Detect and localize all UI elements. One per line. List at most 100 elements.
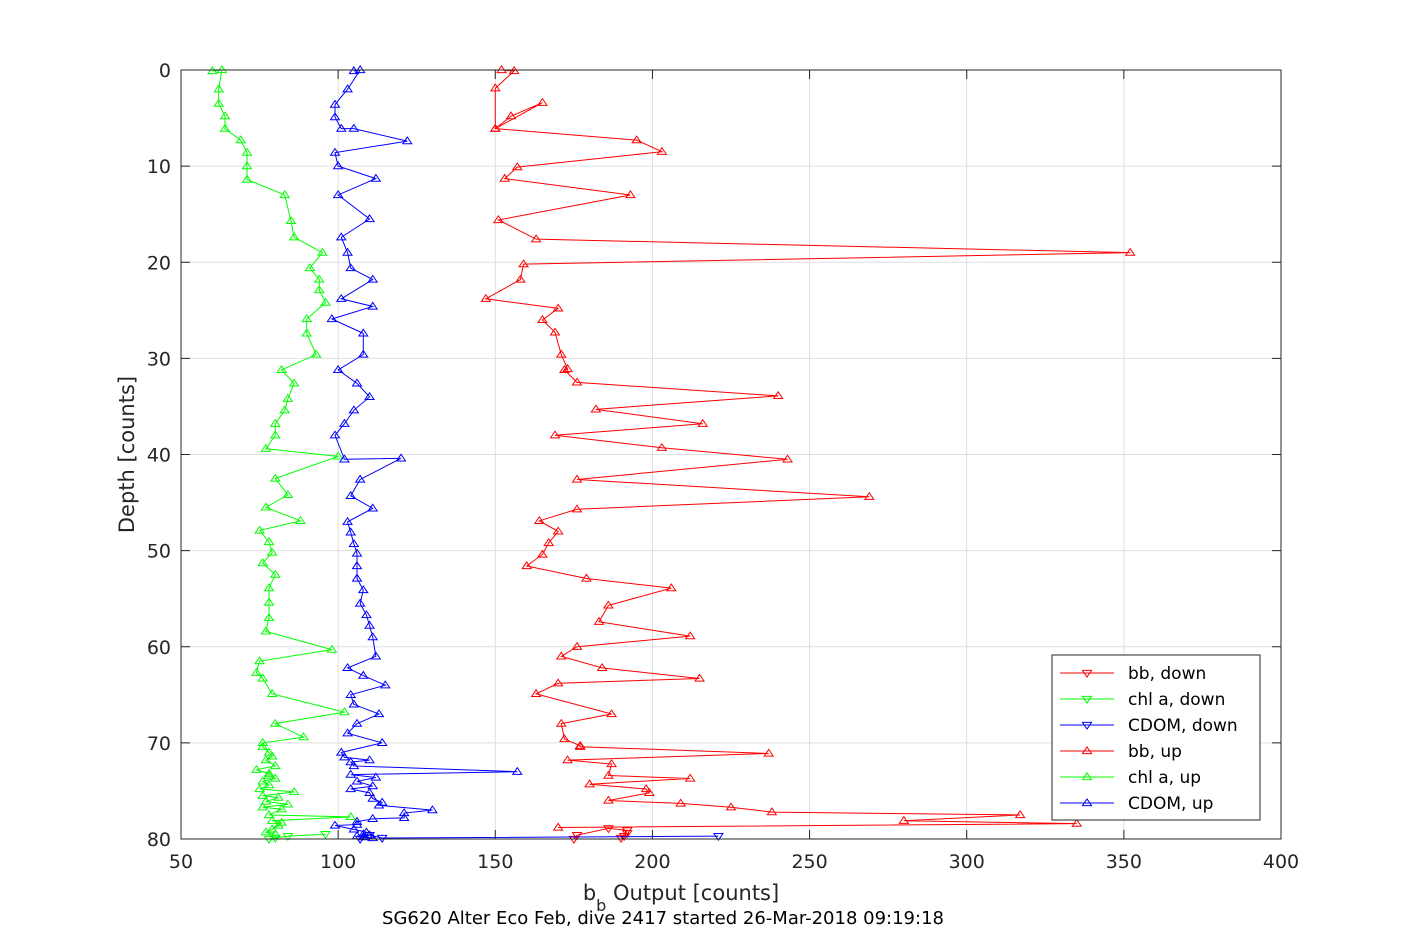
data-point xyxy=(521,561,533,570)
data-point xyxy=(590,404,602,413)
data-point xyxy=(260,626,272,635)
x-tick-label: 300 xyxy=(949,851,985,873)
data-point xyxy=(345,689,357,698)
data-point xyxy=(219,111,231,120)
data-point xyxy=(301,328,313,337)
legend-label: bb, down xyxy=(1128,664,1206,684)
data-point xyxy=(580,573,592,582)
data-point xyxy=(571,832,583,841)
data-point xyxy=(395,453,407,462)
data-point xyxy=(354,474,366,483)
data-point xyxy=(348,760,360,770)
data-point xyxy=(213,84,225,93)
data-point xyxy=(480,293,492,302)
data-point xyxy=(351,378,363,387)
data-point xyxy=(643,787,655,796)
data-point xyxy=(606,759,618,768)
data-point xyxy=(260,755,272,764)
data-point xyxy=(370,772,382,781)
data-point xyxy=(398,812,410,821)
data-point xyxy=(313,285,325,294)
data-point xyxy=(263,780,275,789)
data-point xyxy=(326,644,338,653)
data-point xyxy=(571,474,583,483)
data-point xyxy=(624,190,636,199)
data-point xyxy=(269,569,281,578)
data-point xyxy=(345,784,357,793)
x-tick-label: 350 xyxy=(1106,851,1142,873)
data-point xyxy=(241,147,253,156)
data-point xyxy=(285,215,297,225)
data-point xyxy=(357,585,369,594)
data-point xyxy=(276,804,288,813)
data-point xyxy=(351,561,363,570)
legend-marker xyxy=(1081,772,1093,781)
data-point xyxy=(279,190,291,199)
data-point xyxy=(263,583,275,592)
data-point xyxy=(530,234,542,243)
x-tick-label: 100 xyxy=(320,851,356,873)
series-cdom-up xyxy=(326,65,523,842)
data-point xyxy=(269,473,281,482)
data-point xyxy=(782,454,794,463)
y-tick-label: 20 xyxy=(147,252,171,274)
data-point xyxy=(269,430,281,439)
data-point xyxy=(326,314,338,323)
data-point xyxy=(499,173,511,182)
data-point xyxy=(254,784,266,793)
data-point xyxy=(257,737,269,747)
data-point xyxy=(263,747,275,756)
legend-entry: CDOM, up xyxy=(1060,794,1213,814)
data-point xyxy=(348,123,360,132)
data-point xyxy=(266,547,278,556)
data-point xyxy=(505,111,517,120)
legend-entry: bb, down xyxy=(1060,664,1206,684)
data-point xyxy=(282,799,294,808)
data-point xyxy=(1071,818,1083,827)
data-point xyxy=(329,430,341,439)
data-point xyxy=(571,377,583,386)
x-axis-label-main: b xyxy=(583,881,596,905)
data-point xyxy=(357,832,369,841)
data-point xyxy=(351,573,363,582)
y-tick-label: 40 xyxy=(147,445,171,467)
data-point xyxy=(313,274,325,283)
data-point xyxy=(348,538,360,548)
data-point xyxy=(320,831,332,840)
data-point xyxy=(345,490,357,499)
data-point xyxy=(263,597,275,606)
data-point xyxy=(338,454,350,463)
x-tick-label: 250 xyxy=(791,851,827,873)
data-point xyxy=(263,537,275,546)
data-point xyxy=(263,612,275,622)
data-point xyxy=(552,526,564,535)
data-point xyxy=(1014,810,1026,819)
data-point xyxy=(235,135,247,144)
data-point xyxy=(272,792,284,801)
data-point xyxy=(335,747,347,756)
data-point xyxy=(364,620,376,629)
y-tick-label: 0 xyxy=(159,60,171,82)
data-point xyxy=(367,632,379,641)
data-point xyxy=(511,162,523,171)
data-point xyxy=(602,795,614,804)
data-point xyxy=(241,174,253,183)
legend-label: chl a, down xyxy=(1128,690,1225,710)
data-point xyxy=(543,537,555,547)
x-axis-label: bb Output [counts] xyxy=(583,881,779,915)
data-point xyxy=(863,491,875,500)
data-point xyxy=(263,768,275,777)
data-point xyxy=(571,504,583,513)
data-point xyxy=(338,752,350,761)
data-point xyxy=(260,796,272,805)
data-point xyxy=(492,215,504,224)
y-axis-label: Depth [counts] xyxy=(115,376,139,533)
data-point xyxy=(345,757,357,766)
data-point xyxy=(898,815,910,824)
legend: bb, down chl a, down CDOM, down bb, up chl a… xyxy=(1051,654,1261,821)
data-point xyxy=(602,825,614,834)
data-point xyxy=(763,748,775,757)
data-point xyxy=(518,259,530,268)
data-point xyxy=(351,718,363,727)
